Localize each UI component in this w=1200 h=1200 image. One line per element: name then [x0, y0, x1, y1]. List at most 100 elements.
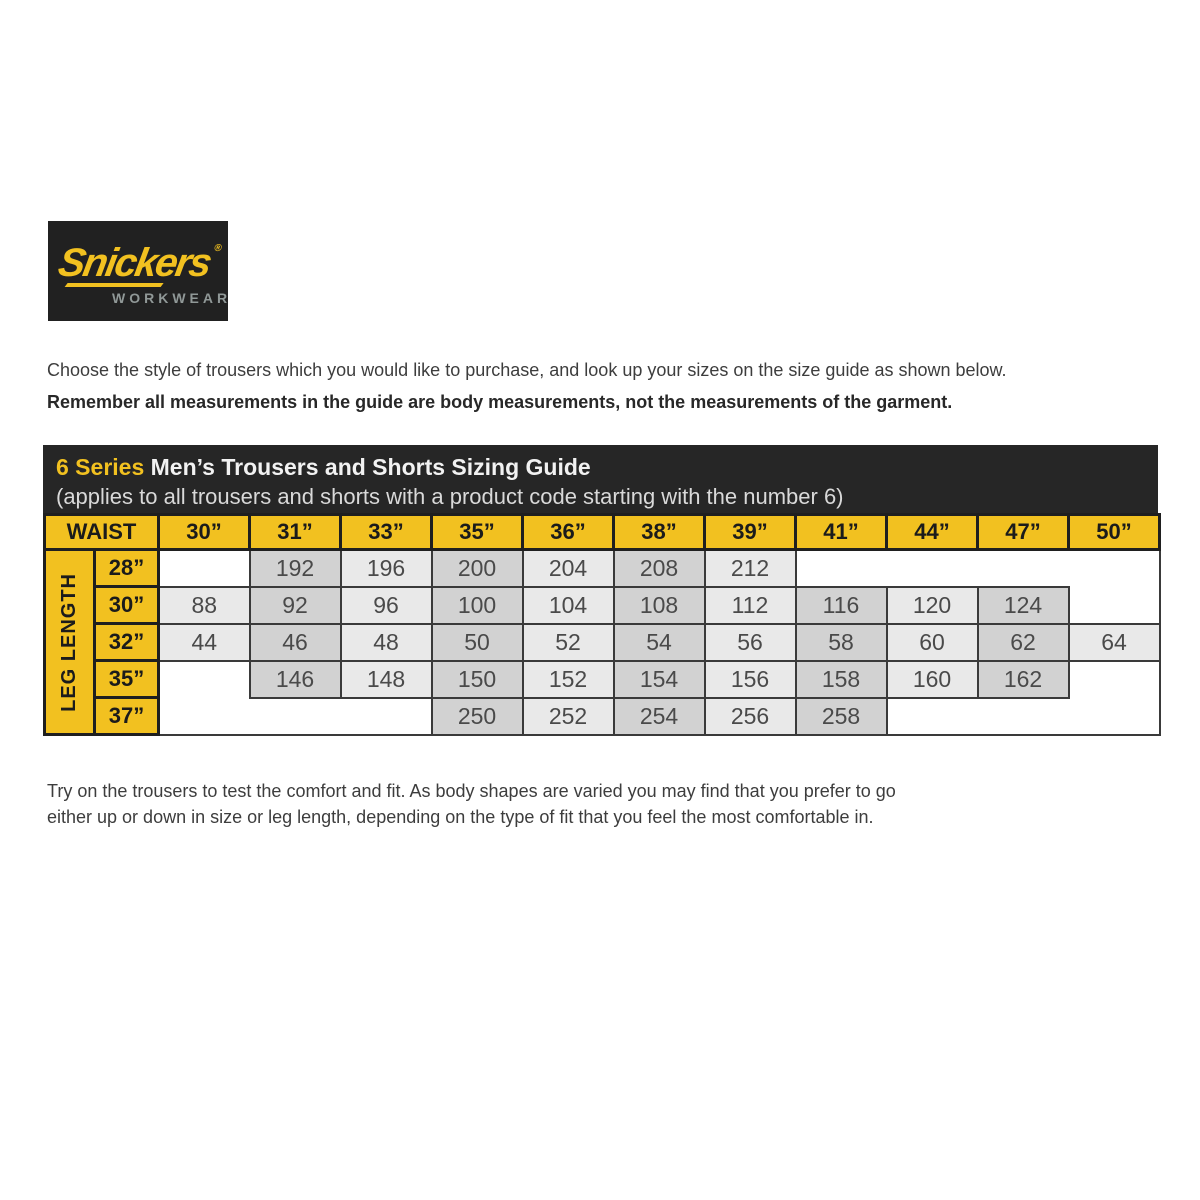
size-cell: 158 [794, 659, 888, 699]
size-cell: 204 [521, 548, 615, 588]
size-cell-empty [977, 697, 1069, 735]
size-cell: 256 [703, 696, 797, 736]
size-cell: 154 [612, 659, 706, 699]
waist-column-header: 30” [157, 513, 252, 551]
waist-axis-label: WAIST [42, 513, 161, 551]
waist-column-header: 50” [1067, 513, 1162, 551]
sizing-guide: 6 Series Men’s Trousers and Shorts Sizin… [42, 445, 1162, 736]
guide-title-line: 6 Series Men’s Trousers and Shorts Sizin… [56, 452, 1158, 482]
size-cell-empty [158, 549, 250, 587]
logo-brand-text: Snickers [55, 240, 214, 285]
size-cell-empty [249, 697, 341, 735]
waist-header-row: WAIST 30” 31” 33” 35” 36” 38” 39” 41” 44” 47” 50” [42, 513, 1162, 551]
waist-column-header: 36” [521, 513, 616, 551]
size-cell: 52 [521, 622, 615, 662]
size-cell: 108 [612, 585, 706, 625]
waist-column-header: 44” [885, 513, 980, 551]
size-cell: 96 [339, 585, 433, 625]
leg-length-row-header: 35” [92, 659, 161, 699]
logo-workwear-text: WORKWEAR [112, 289, 232, 306]
size-cell: 258 [794, 696, 888, 736]
size-cell-empty [886, 697, 978, 735]
size-cell-empty [1068, 660, 1160, 698]
footer-line-1: Try on the trousers to test the comfort … [47, 781, 896, 801]
size-cell: 62 [976, 622, 1070, 662]
size-cell: 116 [794, 585, 888, 625]
leg-length-axis-label: LEG LENGTH [43, 548, 96, 736]
size-cell: 46 [248, 622, 342, 662]
size-cell: 112 [703, 585, 797, 625]
waist-column-header: 38” [612, 513, 707, 551]
leg-length-row-header: 28” [92, 548, 161, 588]
size-cell: 192 [248, 548, 342, 588]
size-cell: 48 [339, 622, 433, 662]
size-row: 32” 44 46 48 50 52 54 56 58 60 62 64 [45, 622, 1161, 662]
leg-length-row-header: 30” [92, 585, 161, 625]
size-cell-empty [158, 697, 250, 735]
size-cell-empty [795, 549, 887, 587]
size-row: 37” 250 252 254 256 258 [45, 696, 1160, 736]
size-cell: 60 [885, 622, 979, 662]
size-cell: 58 [794, 622, 888, 662]
guide-title-text: Men’s Trousers and Shorts Sizing Guide [150, 453, 591, 480]
size-cell: 146 [248, 659, 342, 699]
size-cell: 152 [521, 659, 615, 699]
size-cell: 44 [157, 622, 251, 662]
size-cell: 150 [430, 659, 524, 699]
size-cell: 196 [339, 548, 433, 588]
size-cell: 64 [1067, 622, 1161, 662]
leg-length-row-header: 32” [92, 622, 161, 662]
size-cell-empty [340, 697, 432, 735]
size-table: WAIST 30” 31” 33” 35” 36” 38” 39” 41” 44” 47” 50” … [42, 513, 1162, 736]
size-cell: 124 [976, 585, 1070, 625]
size-cell: 56 [703, 622, 797, 662]
series-label: 6 Series [56, 453, 145, 480]
size-cell: 148 [339, 659, 433, 699]
size-cell-empty [1068, 586, 1160, 624]
size-table-body: LEG LENGTH 28” 192 196 200 204 208 212 30” 88 92 96… [43, 548, 1161, 736]
footer-line-2: either up or down in size or leg length,… [47, 807, 874, 827]
waist-column-header: 47” [976, 513, 1071, 551]
footer-paragraphs: Try on the trousers to test the comfort … [47, 778, 1097, 830]
size-cell: 54 [612, 622, 706, 662]
size-cell-empty [158, 660, 250, 698]
size-cell: 50 [430, 622, 524, 662]
size-cell-empty [977, 549, 1069, 587]
size-cell-empty [886, 549, 978, 587]
guide-title-bar: 6 Series Men’s Trousers and Shorts Sizin… [43, 445, 1158, 513]
size-cell-empty [1068, 697, 1160, 735]
size-row: LEG LENGTH 28” 192 196 200 204 208 212 [43, 548, 1160, 736]
size-cell: 92 [248, 585, 342, 625]
size-row: 35” 146 148 150 152 154 156 158 160 162 [45, 659, 1160, 699]
waist-column-header: 41” [794, 513, 889, 551]
size-cell: 250 [430, 696, 524, 736]
size-cell: 104 [521, 585, 615, 625]
size-cell: 88 [157, 585, 251, 625]
size-cell: 100 [430, 585, 524, 625]
guide-subtitle: (applies to all trousers and shorts with… [56, 483, 844, 509]
size-cell: 208 [612, 548, 706, 588]
size-cell: 156 [703, 659, 797, 699]
intro-paragraphs: Choose the style of trousers which you w… [47, 354, 1167, 418]
intro-line-2-bold: Remember all measurements in the guide a… [47, 392, 953, 412]
size-cell: 212 [703, 548, 797, 588]
logo-underline-swash [64, 282, 164, 287]
registered-trademark-icon: ® [213, 242, 223, 254]
intro-line-1: Choose the style of trousers which you w… [47, 360, 1007, 380]
size-cell: 160 [885, 659, 979, 699]
waist-column-header: 31” [248, 513, 343, 551]
size-cell: 200 [430, 548, 524, 588]
size-cell-empty [1068, 549, 1160, 587]
leg-length-axis-text: LEG LENGTH [58, 572, 80, 712]
snickers-workwear-logo: Snickers® WORKWEAR [48, 221, 228, 321]
size-row: 30” 88 92 96 100 104 108 112 116 120 124 [45, 585, 1160, 625]
size-cell: 162 [976, 659, 1070, 699]
waist-column-header: 33” [339, 513, 434, 551]
size-cell: 254 [612, 696, 706, 736]
size-cell: 120 [885, 585, 979, 625]
waist-column-header: 39” [703, 513, 798, 551]
size-cell: 252 [521, 696, 615, 736]
leg-length-row-header: 37” [92, 696, 161, 736]
waist-column-header: 35” [430, 513, 525, 551]
